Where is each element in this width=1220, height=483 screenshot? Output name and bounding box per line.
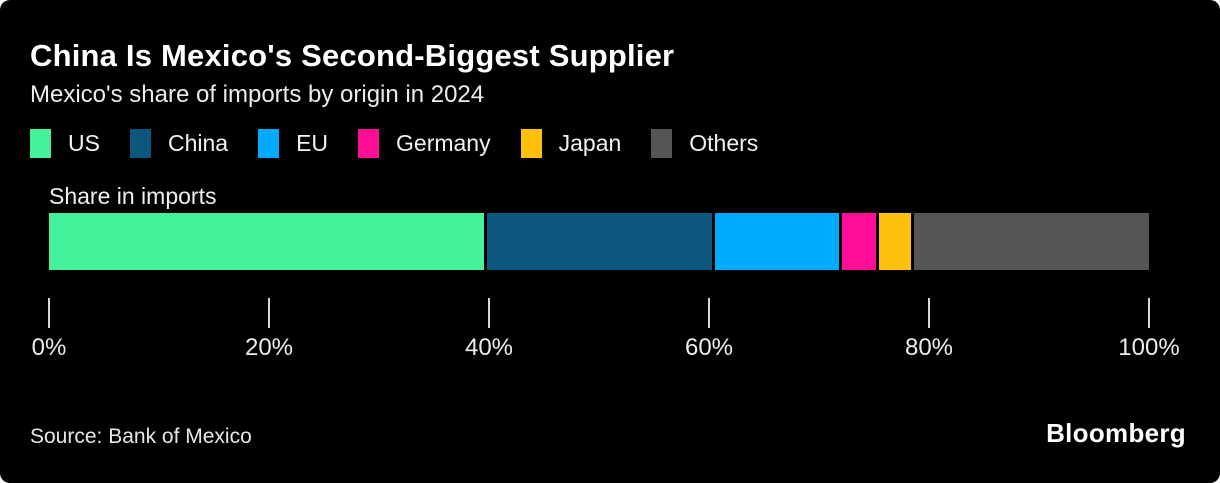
x-axis: 0% 20% 40% 60% 80% 100% [32, 298, 1180, 368]
legend-label-others: Others [689, 129, 759, 156]
bar-label: Share in imports [49, 183, 217, 209]
legend-label-japan: Japan [558, 129, 622, 156]
legend-item-germany: Germany [358, 128, 491, 158]
legend-swatch-germany [358, 128, 380, 158]
legend-item-eu: EU [258, 128, 329, 158]
legend-item-japan: Japan [520, 128, 622, 158]
x-axis-tick-60 [708, 298, 710, 328]
x-axis-tick-label-100: 100% [1118, 334, 1180, 361]
legend-swatch-china [129, 128, 151, 158]
legend-swatch-others [651, 128, 673, 158]
legend-item-others: Others [651, 128, 759, 158]
bar-segment-us [49, 213, 485, 270]
legend-label-china: China [167, 129, 229, 156]
legend-label-eu: EU [296, 129, 329, 156]
chart-legend: US China EU Germany Japan Others [30, 128, 1220, 158]
stacked-bar-chart: Share in imports 0% 20% 40% 60% 80% 100% [32, 183, 1180, 368]
legend-swatch-us [30, 128, 51, 158]
legend-label-germany: Germany [396, 129, 491, 156]
x-axis-tick-label-60: 60% [684, 334, 734, 361]
bar-segment-china [487, 213, 712, 270]
x-axis-tick-label-40: 40% [464, 334, 514, 361]
x-axis-tick-20 [268, 298, 270, 328]
bar-segment-japan [879, 213, 911, 270]
x-axis-tick-80 [928, 298, 930, 328]
legend-swatch-eu [258, 128, 280, 158]
bar-segment-others [913, 213, 1149, 270]
stacked-bar [49, 213, 1149, 270]
x-axis-tick-label-0: 0% [31, 334, 67, 361]
x-axis-tick-40 [488, 298, 490, 328]
bar-segment-germany [842, 213, 877, 270]
bloomberg-logo: Bloomberg [1046, 418, 1186, 448]
source-text: Source: Bank of Mexico [30, 425, 252, 448]
x-axis-tick-100 [1148, 298, 1150, 328]
chart-header: China Is Mexico's Second-Biggest Supplie… [0, 0, 1220, 109]
legend-label-us: US [68, 129, 100, 156]
chart-footer: Source: Bank of Mexico Bloomberg [30, 418, 1186, 449]
legend-item-china: China [129, 128, 229, 158]
x-axis-tick-0 [48, 298, 50, 328]
bar-segment-eu [714, 213, 840, 270]
chart-title: China Is Mexico's Second-Biggest Supplie… [30, 38, 675, 73]
x-axis-tick-label-80: 80% [904, 334, 954, 361]
x-axis-tick-label-20: 20% [244, 334, 294, 361]
legend-item-us: US [30, 128, 100, 158]
chart-subtitle: Mexico's share of imports by origin in 2… [30, 80, 485, 108]
legend-swatch-japan [520, 128, 542, 158]
